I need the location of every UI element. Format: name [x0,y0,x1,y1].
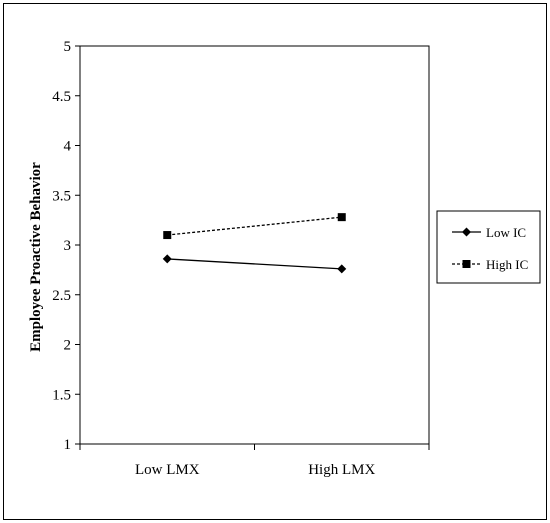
x-tick-label: Low LMX [135,462,200,478]
plot-area [79,45,430,445]
y-tick-label: 2 [64,338,72,354]
y-tick-label: 3.5 [52,188,71,204]
data-point-high-ic-0 [163,231,172,240]
legend-label-low-ic: Low IC [486,225,526,240]
y-tick-label: 4 [64,139,72,155]
legend-marker-square [462,260,471,268]
data-point-low-ic-1 [337,264,347,274]
y-tick-label: 1.5 [52,387,71,403]
y-axis-label: Employee Proactive Behavior [28,162,44,352]
x-axis: Low LMX High LMX [79,444,430,478]
y-axis: 1 1.5 2 2.5 3 3.5 4 4.5 5 [52,39,80,453]
y-tick-label: 4.5 [52,89,71,105]
series-line-low-ic [167,258,342,270]
legend-item-high-ic: High IC [452,257,528,272]
legend-item-low-ic: Low IC [452,225,526,240]
legend-marker-diamond [462,227,471,237]
y-tick-label: 3 [64,238,72,254]
x-tick-label: High LMX [308,462,375,478]
legend: Low IC High IC [436,210,541,284]
series-line-high-ic [167,216,342,236]
data-point-low-ic-0 [162,254,172,264]
data-point-high-ic-1 [337,213,346,222]
y-tick-label: 5 [64,39,72,55]
y-tick-label: 2.5 [52,288,71,304]
series-layer [162,213,347,274]
plot-border [79,45,430,445]
legend-label-high-ic: High IC [486,257,528,272]
y-tick-label: 1 [64,437,72,453]
legend-box [436,210,541,284]
